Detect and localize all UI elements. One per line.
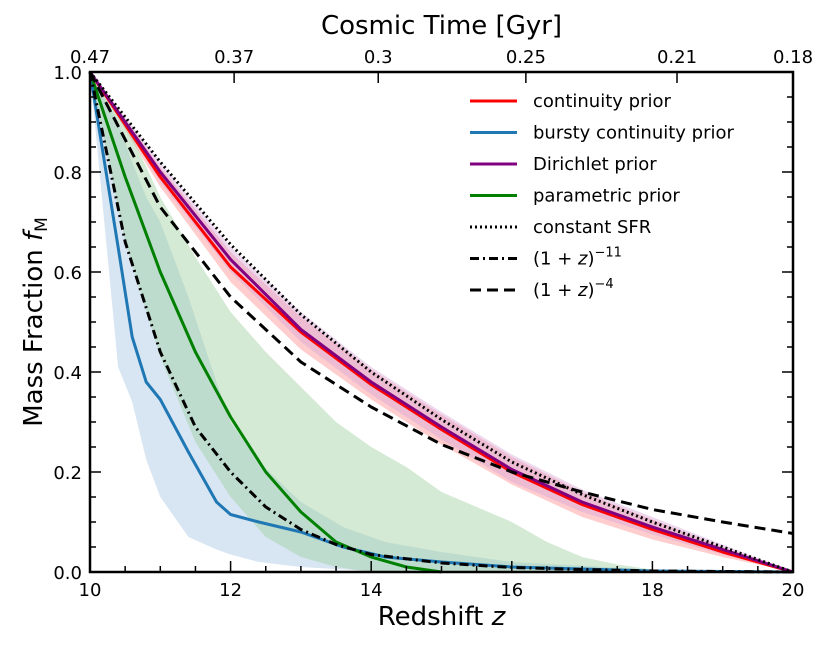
x-tick-label: 20 (782, 580, 805, 601)
series-lines (88, 71, 794, 574)
y-tick-label: 0.6 (53, 263, 82, 284)
y-tick-label: 0.0 (53, 563, 82, 584)
y-axis-title-text: Mass Fraction (19, 249, 49, 427)
line-dirichlet-prior (88, 71, 794, 574)
x-tick-label: 14 (360, 580, 383, 601)
line-parametric-prior (88, 71, 442, 574)
line-1-z-4 (88, 71, 794, 535)
legend-label-1-z-11: (1 + z)−11 (533, 246, 622, 270)
y-axis-title: Mass Fraction fM (19, 217, 52, 427)
tick-labels: 10 12 14 16 18 20 0.0 0.2 0.4 0.6 0.8 1.00.47 0.37 0.… (53, 47, 813, 601)
top-tick-label: 0.25 (506, 47, 546, 68)
x-axis-title: Redshift z (378, 602, 507, 632)
x-axis-title-text: Redshift (378, 602, 484, 632)
line-bursty-continuity-prior (88, 71, 794, 574)
legend: continuity prior bursty continuity prior D… (470, 91, 735, 301)
x-tick-label: 10 (79, 580, 102, 601)
y-tick-label: 0.8 (53, 163, 82, 184)
legend-label-1-z-4: (1 + z)−4 (533, 277, 614, 301)
y-axis-title-sub: M (32, 217, 52, 232)
y-tick-label: 0.2 (53, 463, 82, 484)
y-tick-label: 1.0 (53, 63, 82, 84)
line-continuity-prior (88, 71, 794, 574)
x-tick-label: 18 (641, 580, 664, 601)
x-tick-label: 12 (219, 580, 242, 601)
legend-label-dirichlet-prior: Dirichlet prior (533, 154, 657, 175)
y-tick-label: 0.4 (53, 363, 82, 384)
plot-frame (88, 70, 795, 574)
line-1-z-11 (88, 71, 794, 574)
x-axis-title-var: z (491, 602, 507, 632)
x-tick-label: 16 (500, 580, 523, 601)
legend-label-constant-sfr: constant SFR (533, 217, 651, 238)
line-constant-sfr (88, 71, 794, 574)
top-axis-title: Cosmic Time [Gyr] (321, 11, 562, 41)
top-tick-label: 0.18 (773, 47, 813, 68)
legend-label-continuity-prior: continuity prior (533, 91, 671, 112)
band-parametric-prior (90, 72, 688, 572)
top-tick-label: 0.21 (657, 47, 697, 68)
top-tick-label: 0.37 (214, 47, 254, 68)
uncertainty-bands (90, 72, 793, 572)
top-tick-label: 0.47 (70, 47, 110, 68)
legend-label-parametric-prior: parametric prior (533, 186, 680, 207)
top-tick-label: 0.3 (364, 47, 393, 68)
legend-label-bursty-continuity-prior: bursty continuity prior (533, 123, 735, 144)
